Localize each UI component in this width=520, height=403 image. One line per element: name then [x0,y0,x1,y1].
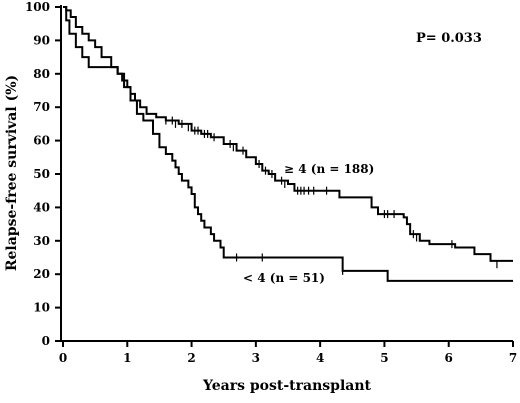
y-tick-label: 70 [33,100,50,114]
x-tick-label: 7 [509,351,517,365]
y-tick-label: 40 [33,200,50,214]
x-tick-label: 4 [316,351,324,365]
y-tick-label: 60 [33,134,50,148]
y-axis-label: Relapse-free survival (%) [4,75,20,271]
x-ticks: 0 1 2 3 4 5 6 7 [59,341,517,365]
y-tick-label: 100 [25,0,50,14]
y-tick-label: 20 [33,267,50,281]
x-tick-label: 0 [59,351,67,365]
x-tick-label: 5 [380,351,388,365]
x-tick-label: 6 [445,351,453,365]
y-tick-label: 30 [33,234,50,248]
survival-curves [63,6,513,282]
survival-curve-high [63,6,513,262]
p-value-annotation: P= 0.033 [416,31,482,46]
y-ticks: 0 10 20 30 40 50 60 70 80 90 100 [25,0,61,348]
upper-curve-label: ≥ 4 (n = 188) [284,162,374,176]
y-tick-label: 0 [42,334,50,348]
y-tick-label: 80 [33,67,50,81]
survival-curve-low [63,6,513,282]
x-tick-label: 1 [123,351,131,365]
y-tick-label: 10 [33,301,50,315]
x-axis-label: Years post-transplant [202,378,372,394]
x-tick-label: 2 [187,351,195,365]
x-tick-label: 3 [252,351,260,365]
lower-curve-label: < 4 (n = 51) [243,271,325,285]
y-tick-label: 90 [33,33,50,47]
y-tick-label: 50 [33,167,50,181]
